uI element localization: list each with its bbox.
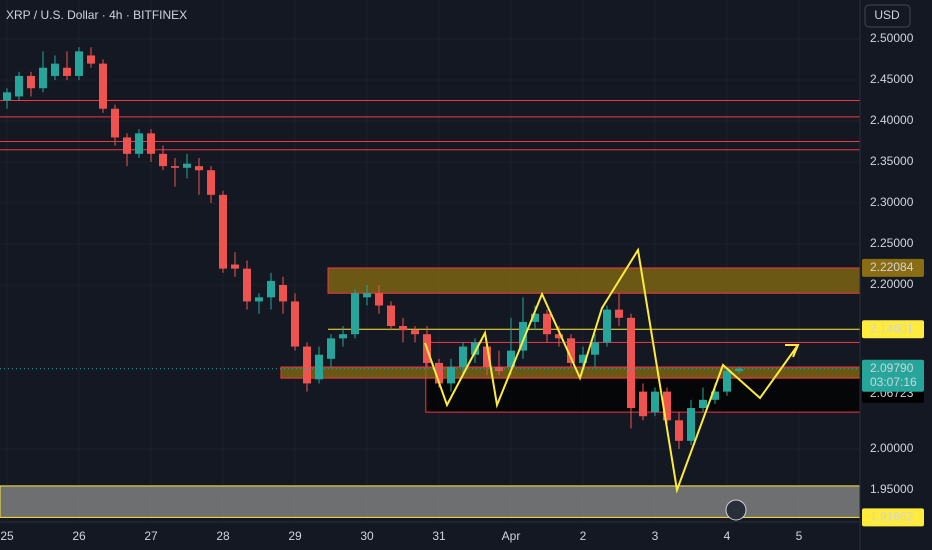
zone	[327, 267, 861, 294]
candle-body	[266, 280, 275, 298]
candle-body	[398, 326, 407, 331]
y-tick-label: 2.50000	[870, 31, 914, 45]
y-tick-label: 2.40000	[870, 113, 914, 127]
x-tick-label: 27	[144, 529, 158, 543]
countdown: 03:07:16	[870, 375, 917, 389]
price-label: 1.91662	[870, 510, 914, 524]
candle-body	[603, 309, 612, 343]
candle-body	[230, 264, 239, 269]
candle-body	[302, 346, 311, 384]
x-tick-label: 2	[580, 529, 587, 543]
candle-body	[314, 354, 323, 380]
candle-body	[158, 153, 167, 167]
candle-body	[519, 321, 528, 351]
candle-body	[98, 63, 107, 109]
price-label-bg	[862, 258, 924, 277]
candle-body	[639, 391, 648, 417]
price-label: 2.22084	[870, 260, 914, 274]
candle-body	[146, 133, 155, 154]
candle-body	[627, 317, 636, 409]
candle-body	[687, 408, 696, 441]
x-tick-label: 3	[652, 529, 659, 543]
y-tick-label: 2.35000	[870, 154, 914, 168]
candle-body	[62, 67, 71, 76]
last-price-bg	[862, 359, 924, 392]
candle-body	[723, 371, 732, 392]
candle-body	[386, 305, 395, 327]
candle-body	[122, 137, 131, 154]
candle-body	[278, 285, 287, 302]
candle-body	[699, 399, 708, 409]
candle-body	[459, 346, 468, 368]
x-tick-label: 28	[216, 529, 230, 543]
candle-body	[615, 309, 624, 318]
zone	[280, 366, 861, 379]
price-label-bg	[862, 508, 924, 527]
candle-body	[110, 108, 119, 138]
candle-body	[651, 391, 660, 413]
candle-body	[410, 330, 419, 335]
y-tick-label: 1.95000	[870, 482, 914, 496]
candle-body	[675, 420, 684, 441]
candle-body	[290, 301, 299, 347]
candle-body	[134, 133, 143, 154]
chart-title: XRP / U.S. Dollar · 4h · BITFINEX	[6, 8, 187, 22]
candle-body	[495, 367, 504, 372]
candle-body	[711, 391, 720, 400]
candle-body	[471, 342, 480, 355]
candle-body	[567, 338, 576, 363]
candle-body	[362, 293, 371, 298]
candle-body	[507, 350, 516, 368]
x-tick-label: 25	[0, 529, 14, 543]
y-tick-label: 2.00000	[870, 441, 914, 455]
x-tick-label: 4	[724, 529, 731, 543]
candle-body	[591, 342, 600, 355]
candle-body	[194, 166, 203, 171]
x-tick-label: 5	[796, 529, 803, 543]
y-tick-label: 2.45000	[870, 72, 914, 86]
price-label-bg	[862, 320, 924, 339]
candle-body	[483, 346, 492, 368]
x-tick-label: 30	[360, 529, 374, 543]
candle-body	[242, 268, 251, 302]
x-tick-label: 29	[288, 529, 302, 543]
candle-body	[338, 334, 347, 339]
logo-icon	[725, 499, 747, 521]
candle-body	[531, 313, 540, 322]
x-tick-label: 31	[432, 529, 446, 543]
y-tick-label: 2.30000	[870, 195, 914, 209]
candle-body	[74, 51, 83, 76]
last-price-label: 2.09790	[870, 361, 914, 375]
candle-body	[14, 75, 23, 97]
candle-body	[50, 63, 59, 76]
drawing-path	[424, 247, 800, 494]
currency-button[interactable]	[864, 4, 911, 28]
candle-body	[170, 166, 179, 168]
price-label: 2.14601	[870, 321, 914, 335]
candle-body	[435, 362, 444, 384]
currency[interactable]: USD	[874, 8, 900, 22]
candle-body	[326, 338, 335, 359]
candle-body	[350, 293, 359, 335]
x-tick-label: Apr	[502, 529, 521, 543]
candle-body	[2, 92, 11, 101]
candle-body	[374, 293, 383, 306]
y-tick-label: 2.20000	[870, 277, 914, 291]
candle-body	[86, 55, 95, 64]
candle-body	[447, 367, 456, 384]
candle-body	[206, 170, 215, 195]
candle-body	[543, 313, 552, 335]
candle-body	[26, 75, 35, 89]
candle-body	[579, 354, 588, 363]
x-tick-label: 26	[72, 529, 86, 543]
candle-body	[182, 163, 191, 168]
candle-body	[38, 67, 47, 89]
candle-body	[218, 194, 227, 269]
candle-body	[555, 334, 564, 339]
candle-body	[663, 391, 672, 421]
candle-body	[735, 368, 744, 372]
candle-body	[254, 297, 263, 302]
y-tick-label: 2.25000	[870, 236, 914, 250]
